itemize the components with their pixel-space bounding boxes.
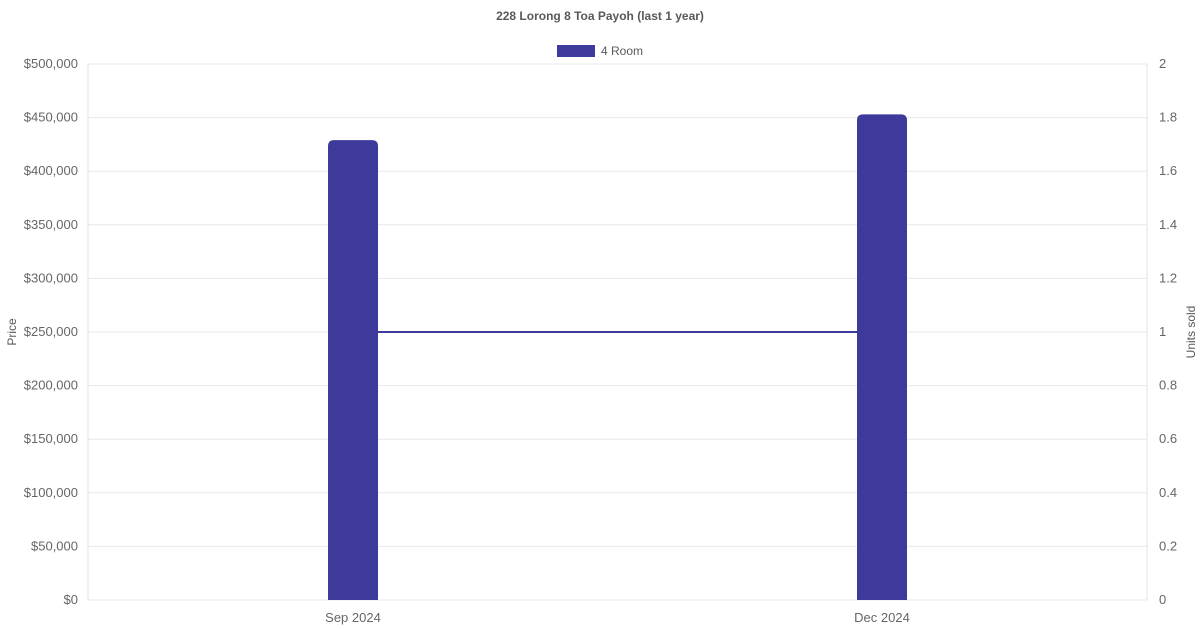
- svg-text:$500,000: $500,000: [24, 56, 78, 71]
- svg-text:Dec 2024: Dec 2024: [854, 610, 910, 625]
- svg-text:Units sold: Units sold: [1184, 306, 1198, 359]
- svg-text:$0: $0: [64, 592, 78, 607]
- svg-text:$400,000: $400,000: [24, 163, 78, 178]
- svg-text:$200,000: $200,000: [24, 378, 78, 393]
- svg-text:1.6: 1.6: [1159, 163, 1177, 178]
- svg-text:1.4: 1.4: [1159, 217, 1177, 232]
- svg-text:Sep 2024: Sep 2024: [325, 610, 381, 625]
- svg-text:$250,000: $250,000: [24, 324, 78, 339]
- svg-text:0.6: 0.6: [1159, 431, 1177, 446]
- svg-text:0.2: 0.2: [1159, 538, 1177, 553]
- svg-text:$50,000: $50,000: [31, 538, 78, 553]
- svg-text:Price: Price: [5, 318, 19, 346]
- svg-text:$350,000: $350,000: [24, 217, 78, 232]
- svg-text:0.8: 0.8: [1159, 378, 1177, 393]
- svg-text:0: 0: [1159, 592, 1166, 607]
- svg-text:$450,000: $450,000: [24, 110, 78, 125]
- svg-text:1.2: 1.2: [1159, 270, 1177, 285]
- svg-text:$300,000: $300,000: [24, 270, 78, 285]
- svg-text:$150,000: $150,000: [24, 431, 78, 446]
- svg-text:1.8: 1.8: [1159, 110, 1177, 125]
- svg-text:2: 2: [1159, 56, 1166, 71]
- svg-text:1: 1: [1159, 324, 1166, 339]
- svg-text:$100,000: $100,000: [24, 485, 78, 500]
- svg-text:0.4: 0.4: [1159, 485, 1177, 500]
